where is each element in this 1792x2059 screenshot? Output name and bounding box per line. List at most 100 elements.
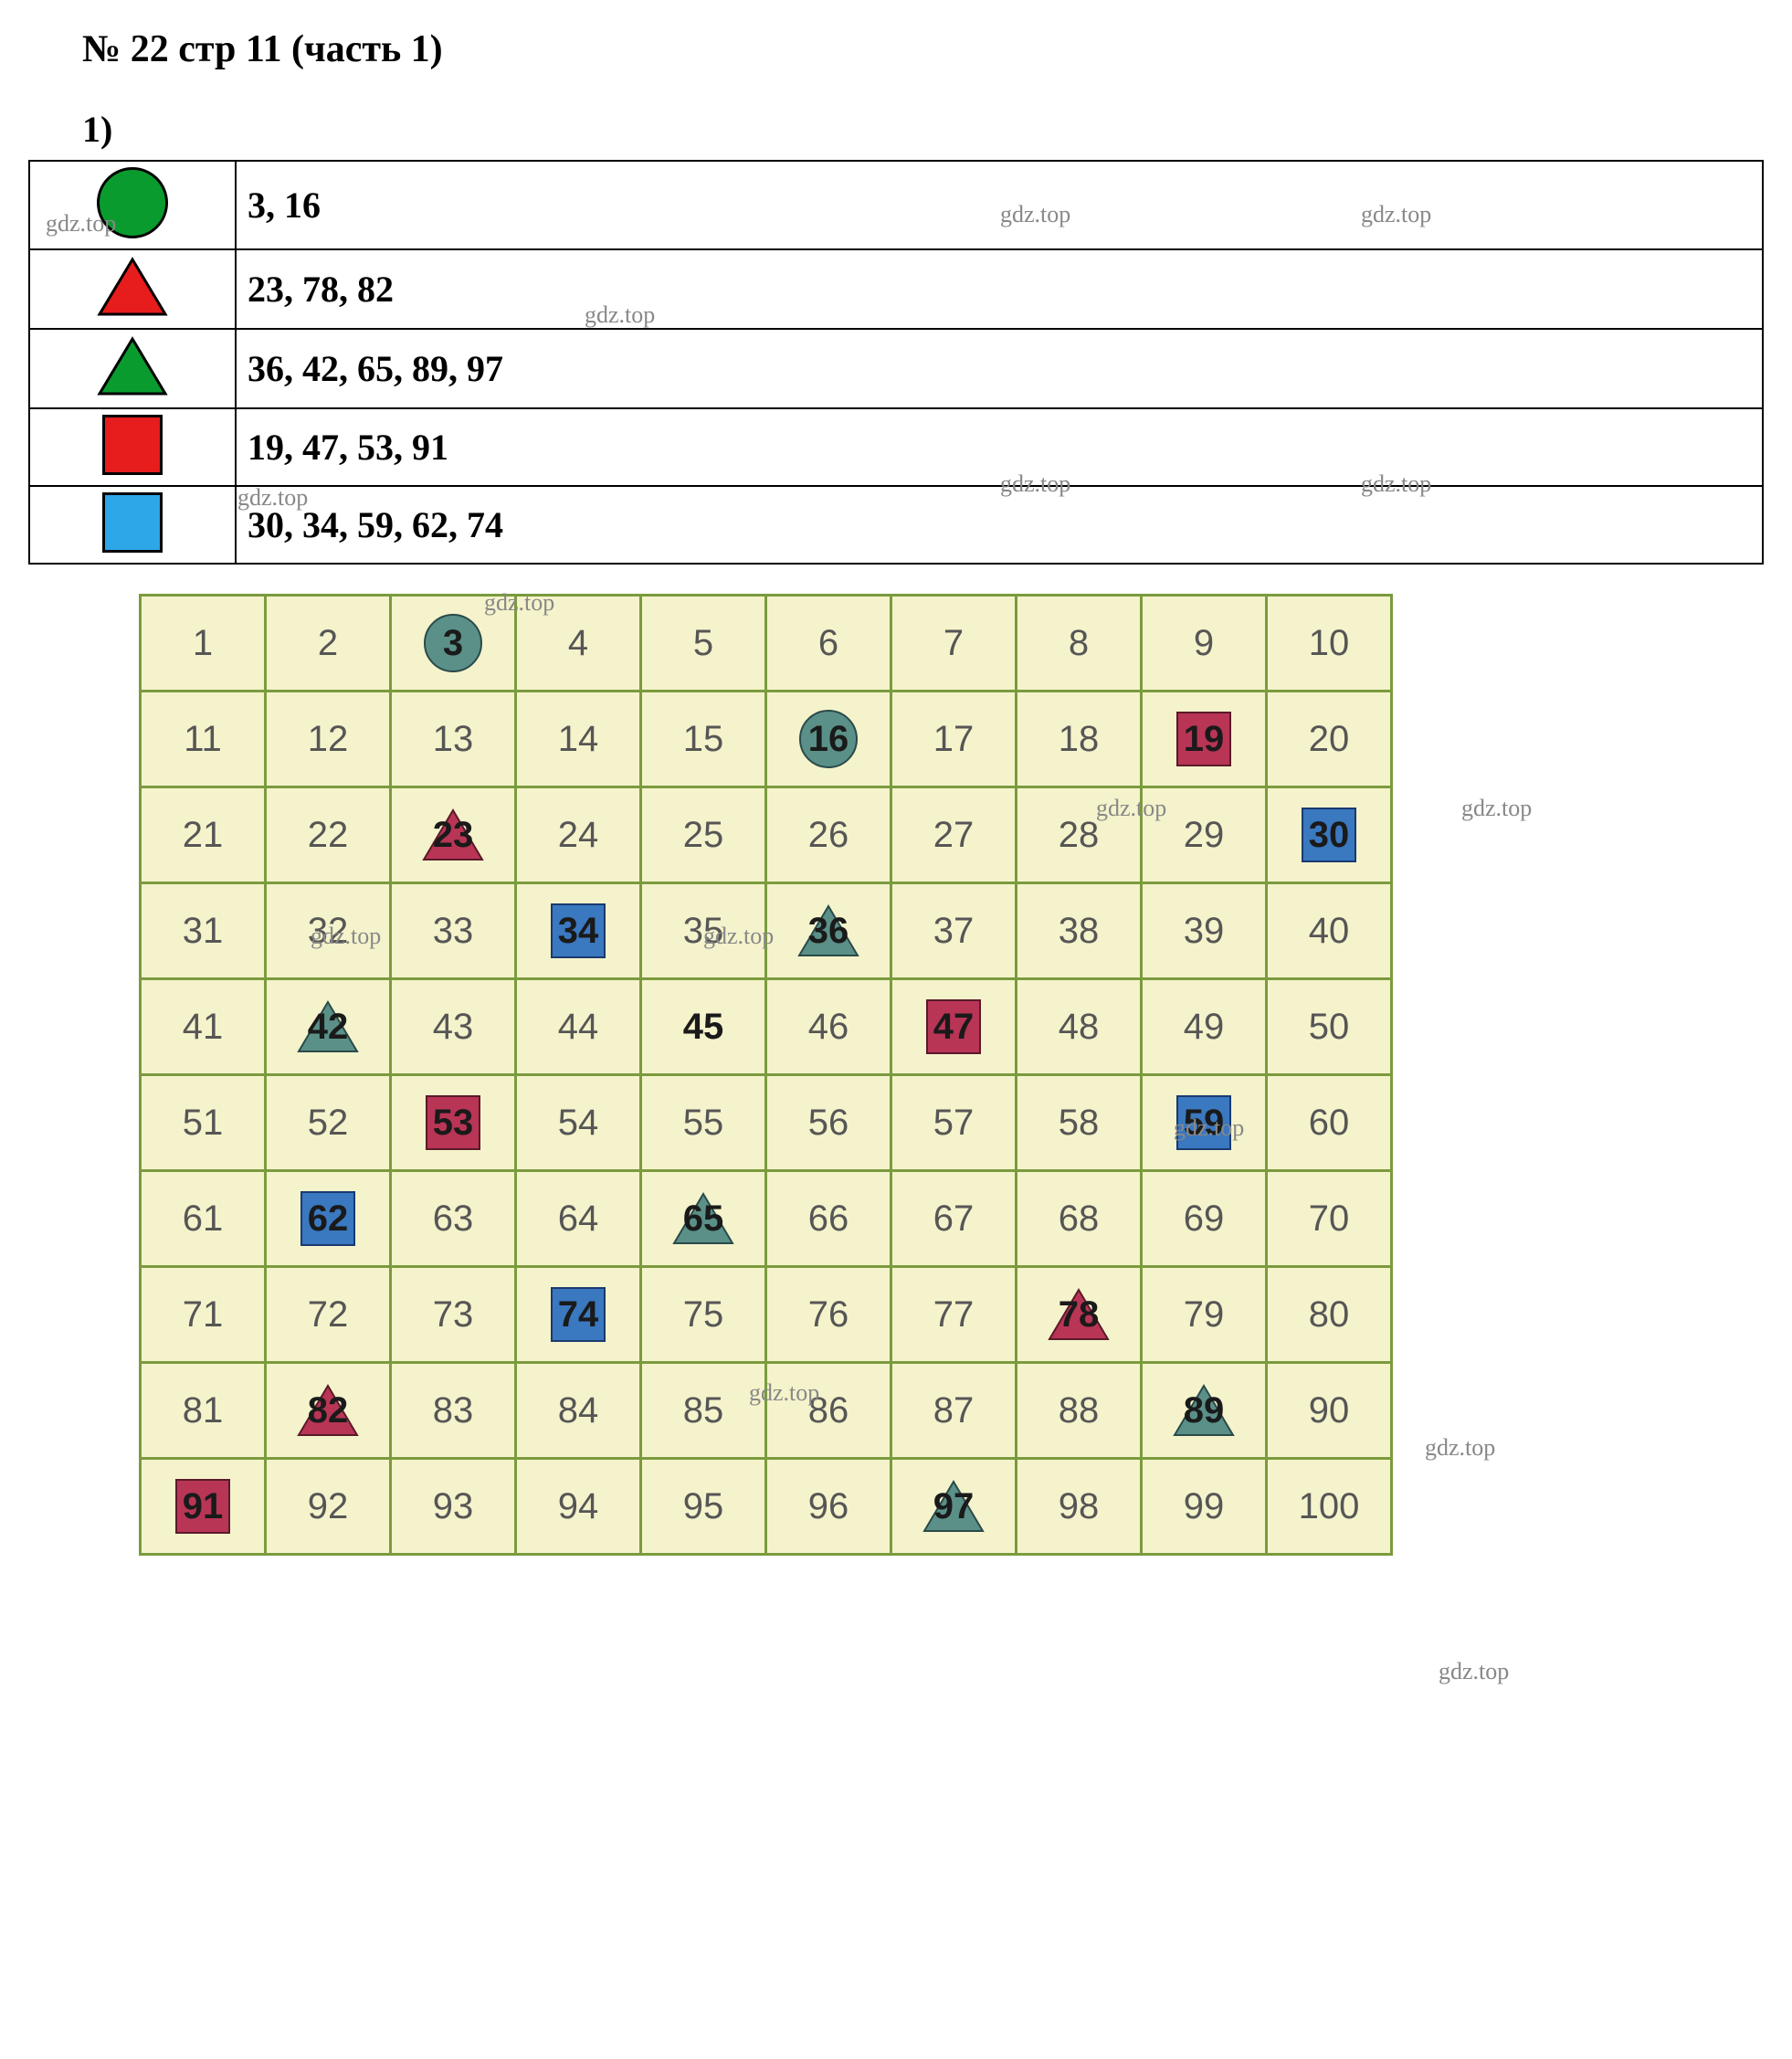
grid-cell: 100: [1267, 1459, 1392, 1555]
cell-number: 95: [683, 1486, 724, 1527]
cell-number: 8: [1069, 623, 1089, 664]
grid-row: 81828384858687888990: [141, 1363, 1392, 1459]
grid-cell: 9: [1142, 596, 1267, 692]
cell-number: 93: [433, 1486, 474, 1527]
cell-content: 74: [518, 1269, 638, 1360]
cell-content: 75: [643, 1269, 764, 1360]
cell-number: 56: [808, 1103, 849, 1144]
cell-number: 72: [308, 1294, 349, 1336]
cell-content: 41: [142, 981, 263, 1072]
cell-number: 42: [308, 1007, 349, 1048]
cell-content: 52: [268, 1077, 388, 1168]
cell-number: 85: [683, 1390, 724, 1431]
cell-content: 48: [1018, 981, 1139, 1072]
cell-content: 99: [1144, 1461, 1264, 1552]
legend-values-cell: 36, 42, 65, 89, 97: [236, 329, 1763, 408]
cell-content: 64: [518, 1173, 638, 1264]
grid-cell: 61: [141, 1171, 266, 1267]
legend-shape-cell: [29, 408, 236, 486]
cell-content: 100: [1269, 1461, 1389, 1552]
grid-cell: 67: [891, 1171, 1017, 1267]
cell-number: 41: [183, 1007, 224, 1048]
cell-content: 89: [1144, 1365, 1264, 1456]
cell-content: 2: [268, 597, 388, 689]
cell-content: 10: [1269, 597, 1389, 689]
cell-content: 5: [643, 597, 764, 689]
cell-number: 80: [1309, 1294, 1350, 1336]
legend-shape-cell: [29, 161, 236, 249]
grid-cell: 1: [141, 596, 266, 692]
grid-cell: 62: [266, 1171, 391, 1267]
cell-content: 26: [768, 789, 889, 881]
legend-shape-cell: [29, 329, 236, 408]
cell-content: 37: [893, 885, 1014, 977]
grid-cell: 87: [891, 1363, 1017, 1459]
cell-content: 83: [393, 1365, 513, 1456]
cell-number: 20: [1309, 719, 1350, 760]
grid-cell: 14: [516, 692, 641, 787]
grid-cell: 81: [141, 1363, 266, 1459]
grid-cell: 39: [1142, 883, 1267, 979]
grid-cell: 97: [891, 1459, 1017, 1555]
cell-number: 92: [308, 1486, 349, 1527]
triangle-icon: [96, 256, 169, 318]
cell-number: 75: [683, 1294, 724, 1336]
cell-number: 62: [308, 1198, 349, 1240]
cell-number: 57: [933, 1103, 975, 1144]
cell-content: 32: [268, 885, 388, 977]
cell-content: 97: [893, 1461, 1014, 1552]
grid-row: 71727374757677787980: [141, 1267, 1392, 1363]
cell-number: 98: [1059, 1486, 1100, 1527]
cell-number: 16: [808, 719, 849, 760]
grid-cell: 54: [516, 1075, 641, 1171]
legend-values-cell: 30, 34, 59, 62, 74: [236, 486, 1763, 564]
cell-content: 4: [518, 597, 638, 689]
cell-content: 71: [142, 1269, 263, 1360]
circle-icon: [97, 167, 168, 238]
grid-row: 41424344454647484950: [141, 979, 1392, 1075]
grid-cell: 25: [641, 787, 766, 883]
cell-content: 6: [768, 597, 889, 689]
cell-content: 16: [768, 693, 889, 785]
cell-number: 22: [308, 815, 349, 856]
cell-content: 3: [393, 597, 513, 689]
shapes-legend-table: 3, 1623, 78, 8236, 42, 65, 89, 9719, 47,…: [28, 160, 1764, 565]
legend-values-cell: 23, 78, 82: [236, 249, 1763, 329]
cell-content: 72: [268, 1269, 388, 1360]
grid-cell: 64: [516, 1171, 641, 1267]
grid-cell: 55: [641, 1075, 766, 1171]
cell-number: 10: [1309, 623, 1350, 664]
cell-content: 56: [768, 1077, 889, 1168]
cell-content: 12: [268, 693, 388, 785]
watermark: gdz.top: [1439, 1658, 1509, 1685]
grid-cell: 94: [516, 1459, 641, 1555]
grid-cell: 83: [391, 1363, 516, 1459]
cell-content: 68: [1018, 1173, 1139, 1264]
cell-number: 30: [1309, 815, 1350, 856]
cell-number: 61: [183, 1198, 224, 1240]
cell-number: 52: [308, 1103, 349, 1144]
cell-content: 96: [768, 1461, 889, 1552]
cell-number: 19: [1184, 719, 1225, 760]
grid-cell: 10: [1267, 596, 1392, 692]
grid-cell: 34: [516, 883, 641, 979]
grid-cell: 18: [1017, 692, 1142, 787]
cell-number: 73: [433, 1294, 474, 1336]
legend-row: 3, 16: [29, 161, 1763, 249]
cell-number: 7: [943, 623, 964, 664]
legend-values-cell: 3, 16: [236, 161, 1763, 249]
cell-number: 66: [808, 1198, 849, 1240]
cell-number: 4: [568, 623, 588, 664]
cell-number: 71: [183, 1294, 224, 1336]
grid-row: 919293949596979899100: [141, 1459, 1392, 1555]
cell-content: 63: [393, 1173, 513, 1264]
cell-number: 74: [558, 1294, 599, 1336]
cell-content: 94: [518, 1461, 638, 1552]
cell-number: 21: [183, 815, 224, 856]
cell-number: 69: [1184, 1198, 1225, 1240]
grid-cell: 31: [141, 883, 266, 979]
grid-cell: 45: [641, 979, 766, 1075]
cell-content: 76: [768, 1269, 889, 1360]
cell-number: 65: [683, 1198, 724, 1240]
grid-cell: 56: [766, 1075, 891, 1171]
